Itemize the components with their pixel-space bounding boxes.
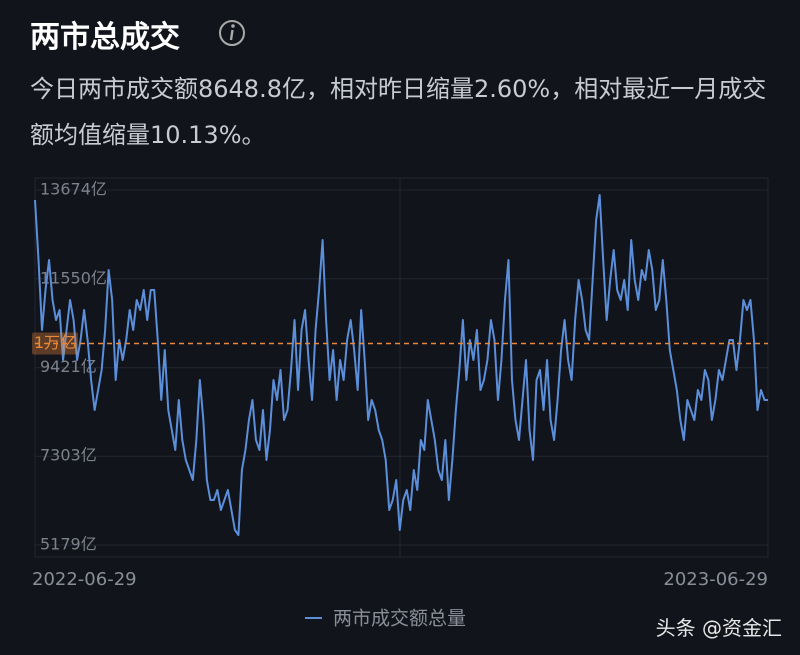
watermark: 头条 @资金汇: [655, 616, 782, 640]
title: 两市总成交: [30, 20, 180, 55]
x-tick-label: 2023-06-29: [663, 569, 768, 590]
info-dot[interactable]: [231, 24, 235, 28]
x-tick-label: 2022-06-29: [32, 569, 137, 590]
y-tick-label: 9421亿: [40, 357, 97, 376]
y-tick-label: 13674亿: [40, 180, 107, 199]
info-icon[interactable]: [219, 20, 245, 46]
y-tick-label: 5179亿: [40, 535, 97, 554]
info-stem[interactable]: [229, 29, 234, 41]
reference-label-bg: [32, 332, 78, 355]
info-circle[interactable]: [219, 20, 245, 46]
y-tick-label: 7303亿: [40, 446, 97, 465]
legend-item: 两市成交额总量: [305, 608, 466, 630]
reference-label: 1万亿: [34, 333, 76, 352]
y-tick-label: 11550亿: [40, 268, 107, 287]
description: 今日两市成交额8648.8亿，相对昨日缩量2.60%，相对最近一月成交额均值缩量…: [30, 75, 767, 149]
series-line: [34, 194, 768, 537]
legend-label: 两市成交额总量: [333, 608, 466, 630]
